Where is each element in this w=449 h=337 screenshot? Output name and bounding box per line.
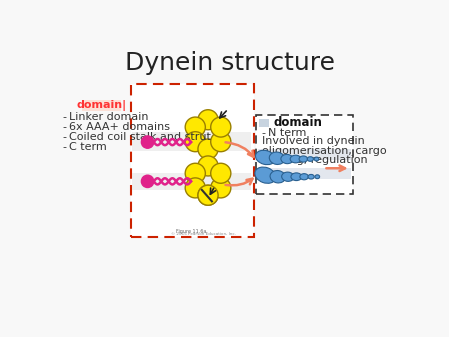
Bar bbox=[132, 132, 251, 151]
Text: Figure 11.6a: Figure 11.6a bbox=[176, 229, 207, 234]
Text: oligomerisation, cargo: oligomerisation, cargo bbox=[261, 146, 386, 156]
Text: Involved in dynein: Involved in dynein bbox=[261, 136, 364, 146]
Circle shape bbox=[211, 163, 231, 183]
Text: 6x AAA+ domains: 6x AAA+ domains bbox=[69, 122, 170, 132]
Text: Linker domain: Linker domain bbox=[69, 113, 149, 122]
Circle shape bbox=[185, 163, 205, 183]
FancyBboxPatch shape bbox=[83, 100, 121, 111]
Circle shape bbox=[198, 185, 218, 205]
Text: Coiled coil stalk and strut: Coiled coil stalk and strut bbox=[69, 132, 211, 143]
Text: domain|: domain| bbox=[77, 100, 127, 112]
Text: -: - bbox=[261, 128, 265, 138]
Ellipse shape bbox=[255, 167, 276, 183]
Bar bbox=[258, 168, 351, 179]
Circle shape bbox=[211, 117, 231, 137]
Bar bbox=[132, 173, 251, 190]
Bar bbox=[259, 119, 269, 127]
Ellipse shape bbox=[308, 175, 314, 179]
Ellipse shape bbox=[270, 171, 286, 183]
Text: C term: C term bbox=[69, 143, 107, 152]
Circle shape bbox=[198, 156, 218, 176]
Text: © 2015 Pearson Education, Inc.: © 2015 Pearson Education, Inc. bbox=[171, 232, 236, 236]
Ellipse shape bbox=[290, 155, 301, 163]
Circle shape bbox=[198, 139, 218, 159]
Text: binding, regulation: binding, regulation bbox=[261, 155, 367, 165]
Bar bbox=[258, 149, 351, 160]
Ellipse shape bbox=[255, 150, 275, 165]
Circle shape bbox=[198, 110, 218, 130]
Text: -: - bbox=[62, 122, 66, 132]
Circle shape bbox=[141, 175, 154, 187]
Ellipse shape bbox=[282, 172, 294, 181]
Circle shape bbox=[211, 178, 231, 198]
Text: N term: N term bbox=[268, 128, 306, 138]
Ellipse shape bbox=[291, 173, 302, 181]
Circle shape bbox=[185, 132, 205, 152]
Circle shape bbox=[185, 117, 205, 137]
Ellipse shape bbox=[300, 174, 308, 180]
Circle shape bbox=[141, 136, 154, 148]
Circle shape bbox=[185, 178, 205, 198]
Ellipse shape bbox=[314, 157, 319, 161]
Ellipse shape bbox=[269, 152, 285, 164]
Bar bbox=[256, 115, 353, 194]
Text: -: - bbox=[62, 143, 66, 152]
Text: -: - bbox=[62, 132, 66, 143]
Text: domain: domain bbox=[273, 116, 322, 129]
Ellipse shape bbox=[307, 157, 313, 161]
Circle shape bbox=[211, 132, 231, 152]
Circle shape bbox=[198, 185, 218, 205]
Text: -: - bbox=[62, 113, 66, 122]
Text: Dynein structure: Dynein structure bbox=[125, 51, 335, 75]
Ellipse shape bbox=[281, 154, 293, 164]
Bar bbox=[131, 84, 254, 237]
Ellipse shape bbox=[315, 175, 320, 179]
Ellipse shape bbox=[299, 156, 308, 162]
